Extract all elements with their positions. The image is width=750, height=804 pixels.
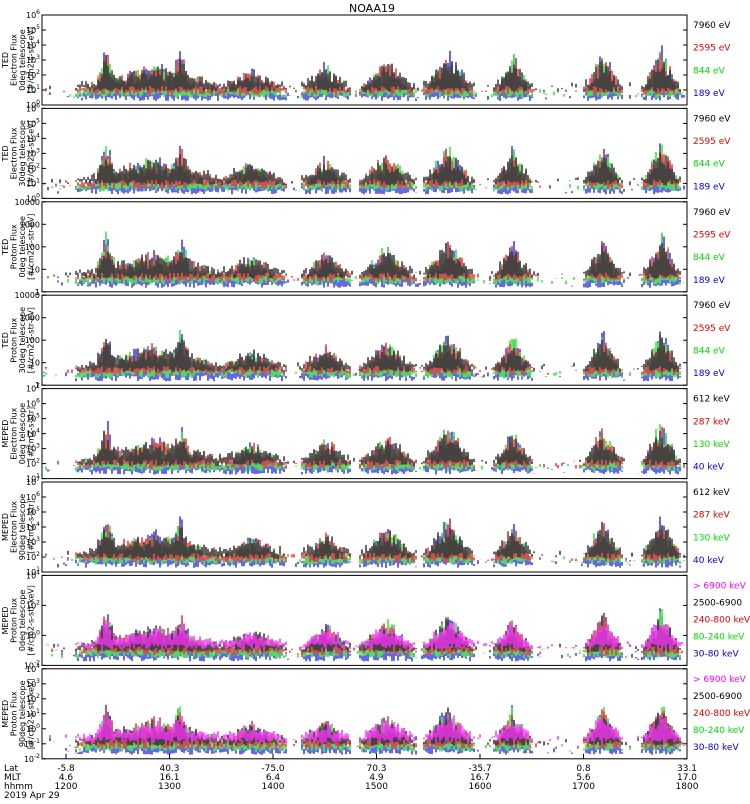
legend-entry: 844 eV	[693, 160, 726, 170]
legend-entry: 40 keV	[693, 463, 725, 473]
y-tick-label: 10	[30, 359, 40, 368]
y-tick-label: 10000	[15, 198, 40, 207]
legend-entry: 844 eV	[693, 253, 726, 263]
y-tick-label: 102	[26, 162, 40, 173]
legend-entry: 287 keV	[693, 417, 730, 427]
legend-entry: 189 eV	[693, 182, 726, 192]
y-tick-label: 10	[30, 265, 40, 274]
legend-entry: 7960 eV	[693, 208, 731, 218]
data-marks	[46, 421, 684, 475]
legend-entry: 7960 eV	[693, 114, 731, 124]
y-tick-label: 106	[26, 102, 40, 113]
legend-entry: 2595 eV	[693, 44, 731, 54]
legend-entry: 2595 eV	[693, 230, 731, 240]
y-tick-label: 105	[26, 117, 40, 128]
legend-entry: 189 eV	[693, 89, 726, 99]
data-marks	[48, 231, 684, 287]
legend-entry: 7960 eV	[693, 301, 731, 311]
data-marks	[46, 45, 684, 101]
legend-entry: 2595 eV	[693, 137, 731, 147]
y-tick-label: 101	[26, 84, 40, 95]
legend-entry: 612 keV	[693, 395, 730, 405]
y-tick-label: 10000	[15, 291, 40, 300]
y-tick-label: 102	[26, 69, 40, 80]
legend-entry: 189 eV	[693, 369, 726, 379]
y-tick-label: 104	[26, 39, 40, 50]
legend-entry: 844 eV	[693, 347, 726, 357]
legend-entry: 2595 eV	[693, 324, 731, 334]
y-tick-label: 100	[25, 336, 40, 345]
data-marks	[44, 143, 684, 194]
y-tick-label: 106	[26, 9, 40, 20]
legend-entry: 844 eV	[693, 66, 726, 76]
y-tick-label: 103	[26, 54, 40, 65]
legend-entry: 189 eV	[693, 276, 726, 286]
y-tick-label: 103	[26, 147, 40, 158]
y-tick-label: 1000	[20, 314, 40, 323]
y-tick-label: 100	[25, 243, 40, 252]
legend-entry: 7960 eV	[693, 21, 731, 31]
y-tick-label: 105	[26, 24, 40, 35]
data-marks	[44, 330, 680, 381]
chart-title: NOAA19	[349, 2, 395, 15]
legend-entry: 130 keV	[693, 440, 730, 450]
y-tick-label: 1000	[20, 220, 40, 229]
y-tick-label: 104	[26, 132, 40, 143]
y-tick-label: 101	[26, 177, 40, 188]
